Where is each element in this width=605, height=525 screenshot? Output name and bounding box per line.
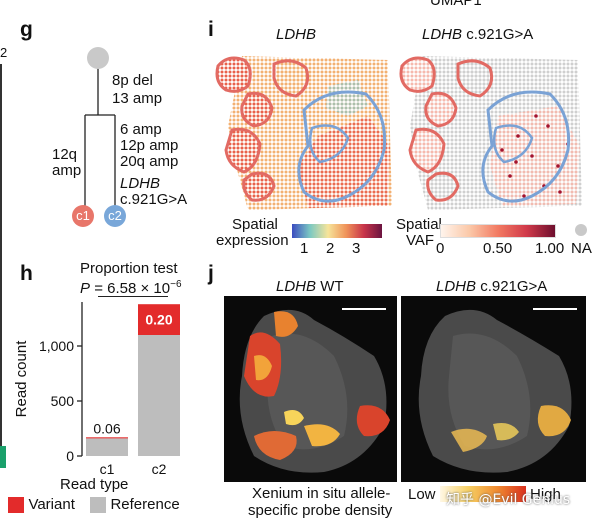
c2-event-2: 12p amp	[120, 137, 179, 154]
scale-bar-right	[533, 308, 577, 310]
scale-bar-left	[342, 308, 386, 310]
bar-variant-c1	[86, 437, 128, 439]
c1-event-2: amp	[52, 162, 82, 179]
watermark: 知乎 @Evil Genius	[446, 492, 571, 508]
spatial-left-title: LDHB	[276, 26, 317, 43]
expr-legend-label-1: Spatial	[232, 216, 278, 233]
vaf-tick-0: 0	[436, 240, 445, 257]
c2-gene: LDHB	[120, 175, 161, 192]
expr-colorbar	[292, 224, 382, 238]
bar-reference-c2	[138, 335, 180, 456]
phylogeny-tree	[84, 47, 116, 215]
vaf-legend-label-1: Spatial	[396, 216, 442, 233]
c1-event-1: 12q	[52, 146, 78, 163]
panel-i-letter: i	[208, 18, 214, 41]
spatial-vaf-map	[399, 56, 582, 210]
density-low-label: Low	[408, 486, 436, 503]
c2-event-3: 20q amp	[120, 153, 179, 170]
y-tick-label: 500	[51, 393, 75, 409]
c2-variant: c.921G>A	[120, 191, 188, 208]
vaf-legend-label-2: VAF	[406, 232, 435, 249]
trunk-event-2: 13 amp	[112, 90, 163, 107]
fraction-label: 0.20	[145, 312, 172, 328]
density-colorbar	[440, 486, 526, 502]
root-node	[87, 47, 109, 69]
read-count-chart: 0 500 1,000 Read count c1 0.06 c2 0.20	[13, 302, 180, 476]
xenium-variant-tissue	[418, 309, 572, 473]
proportion-test-title: Proportion test	[80, 260, 178, 277]
left-edge-line	[0, 64, 2, 464]
xenium-caption-line-1: Xenium in situ allele-	[252, 485, 391, 502]
na-label: NA	[571, 240, 592, 257]
bar-x-label: Read type	[60, 476, 129, 493]
left-edge-marker	[0, 446, 6, 468]
legend-variant: Variant	[8, 496, 75, 514]
fraction-label: 0.06	[93, 420, 120, 436]
legend-reference: Reference	[90, 496, 180, 514]
c2-event-1: 6 amp	[120, 121, 162, 138]
na-swatch	[575, 224, 587, 236]
p-value-text: P = 6.58 × 10−6	[80, 279, 182, 297]
x-tick-label: c2	[152, 461, 167, 476]
trunk-event-1: 8p del	[112, 72, 153, 89]
legend-variant-swatch	[8, 497, 24, 513]
y-tick-label: 1,000	[39, 338, 74, 354]
y-axis-label: Read count	[13, 340, 30, 418]
expr-tick-1: 1	[300, 240, 309, 257]
clone-c2-node: c2	[104, 205, 126, 227]
clone-c1-node: c1	[72, 205, 94, 227]
xenium-caption-line-2: specific probe density	[248, 502, 393, 519]
bar-reference-c1	[86, 438, 128, 456]
xenium-wt-image	[224, 296, 397, 482]
spatial-right-title: LDHB c.921G>A	[422, 26, 534, 43]
bar-variant-c2	[138, 304, 180, 335]
xenium-wt-tissue	[239, 309, 390, 473]
panel-h-letter: h	[20, 262, 33, 285]
expr-legend-label-2: expression	[216, 232, 289, 249]
x-tick-label: c1	[100, 461, 115, 476]
expr-tick-2: 2	[326, 240, 335, 257]
xenium-left-title: LDHB WT	[276, 278, 344, 295]
y-tick-label: 0	[66, 448, 74, 464]
xenium-variant-image	[401, 296, 586, 482]
vaf-colorbar	[440, 224, 556, 238]
xenium-right-title: LDHB c.921G>A	[436, 278, 548, 295]
significance-bracket	[98, 296, 168, 298]
legend-reference-swatch	[90, 497, 106, 513]
spatial-expression-map	[215, 56, 392, 210]
vaf-tick-050: 0.50	[483, 240, 513, 257]
panel-j-letter: j	[208, 262, 214, 285]
umap-axis-label: UMAP1	[430, 0, 482, 9]
panel-g-letter: g	[20, 18, 33, 41]
edge-label: 2	[0, 45, 8, 60]
expr-tick-3: 3	[352, 240, 361, 257]
vaf-tick-100: 1.00	[535, 240, 565, 257]
density-high-label: High	[530, 486, 561, 503]
